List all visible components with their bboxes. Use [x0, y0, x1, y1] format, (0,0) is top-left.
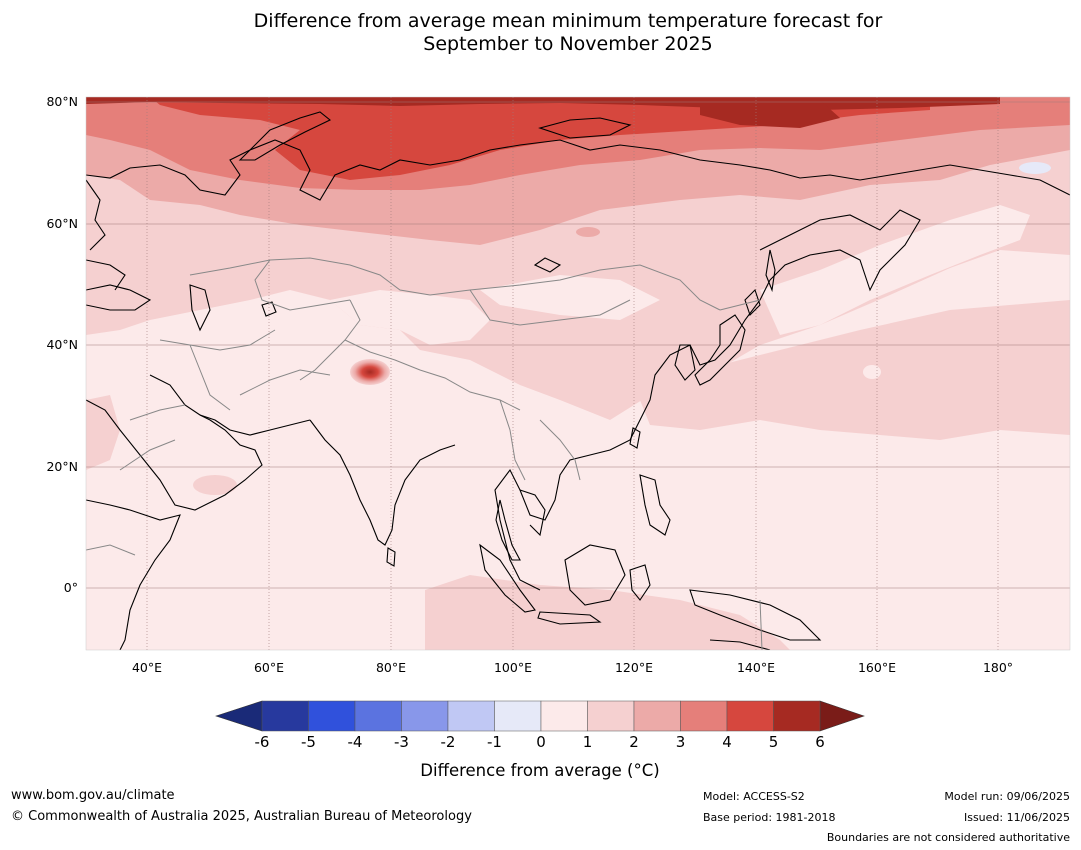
colorbar [215, 700, 865, 732]
footer-issued: Issued: 11/06/2025 [963, 811, 1070, 824]
footer-website[interactable]: www.bom.gov.au/climate [11, 788, 175, 803]
coastlines [86, 111, 1070, 650]
lat-label-20n: 20°N [46, 459, 78, 474]
map-title: Difference from average mean minimum tem… [0, 10, 1081, 56]
anomaly-5-6-kara [700, 100, 840, 128]
colorbar-tick-label: -3 [394, 733, 409, 751]
lon-label-160e: 160°E [857, 660, 896, 675]
lon-label-100e: 100°E [493, 660, 532, 675]
footer-model-run: Model run: 09/06/2025 [944, 790, 1070, 803]
footer-base-period: Base period: 1981-2018 [703, 811, 836, 824]
colorbar-cell [494, 700, 542, 732]
title-line-2: September to November 2025 [423, 33, 713, 55]
colorbar-cell [773, 700, 821, 732]
colorbar-tick-label: 4 [722, 733, 732, 751]
colorbar-cell [540, 700, 588, 732]
colorbar-cell [633, 700, 681, 732]
anomaly-0-1-patch [863, 365, 881, 379]
lat-label-0: 0° [63, 580, 78, 595]
anomaly-0-1-east [760, 205, 1030, 335]
colorbar-cell [308, 700, 356, 732]
lat-label-40n: 40°N [46, 337, 78, 352]
colorbar-tick-label: 3 [675, 733, 686, 751]
lon-label-140e: 140°E [736, 660, 775, 675]
anomaly-0-1-central [330, 290, 490, 345]
anomaly-minus-1-0-patch [1019, 162, 1051, 174]
colorbar-cell [401, 700, 449, 732]
lon-label-120e: 120°E [614, 660, 653, 675]
footer-model: Model: ACCESS-S2 [703, 790, 805, 803]
lon-label-40e: 40°E [131, 660, 163, 675]
anomaly-1-2-pacific [640, 300, 1070, 440]
colorbar-cell [354, 700, 402, 732]
anomaly-1-2-west [86, 395, 120, 470]
colorbar-tick-label: 5 [768, 733, 779, 751]
colorbar-cell [587, 700, 635, 732]
colorbar-title: Difference from average (°C) [420, 761, 660, 780]
colorbar-tick-label: -4 [347, 733, 363, 751]
lon-label-60e: 60°E [253, 660, 285, 675]
lat-label-60n: 60°N [46, 216, 78, 231]
footer-copyright: © Commonwealth of Australia 2025, Austra… [11, 809, 472, 824]
anomaly-1-2-arabia [193, 475, 237, 495]
colorbar-tick-label: 6 [815, 733, 825, 751]
anomaly-0-1-mongolia [480, 275, 660, 320]
anomaly-hotspot [350, 359, 390, 385]
colorbar-tick-label: -6 [254, 733, 270, 751]
colorbar-tick-label: 0 [536, 733, 546, 751]
title-line-1: Difference from average mean minimum tem… [253, 10, 883, 32]
lon-label-180: 180° [982, 660, 1014, 675]
anomaly-field [86, 97, 1070, 650]
anomaly-1-2-southeast [425, 575, 790, 650]
lat-label-80n: 80°N [46, 94, 78, 109]
map-frame [85, 96, 1071, 651]
colorbar-tick-label: 2 [629, 733, 639, 751]
colorbar-tick-label: 1 [582, 733, 593, 751]
colorbar-cell [261, 700, 309, 732]
colorbar-tick-label: -1 [487, 733, 502, 751]
colorbar-over-arrow [819, 700, 865, 732]
colorbar-under-arrow [215, 700, 263, 732]
colorbar-cell [726, 700, 774, 732]
colorbar-cell [680, 700, 728, 732]
colorbar-tick-label: -2 [440, 733, 456, 751]
footer-disclaimer: Boundaries are not considered authoritat… [826, 831, 1070, 844]
colorbar-cell [447, 700, 495, 732]
anomaly-2-3-patch [576, 227, 600, 237]
colorbar-tick-label: -5 [301, 733, 316, 751]
lon-label-80e: 80°E [375, 660, 407, 675]
country-boundaries [86, 257, 763, 650]
